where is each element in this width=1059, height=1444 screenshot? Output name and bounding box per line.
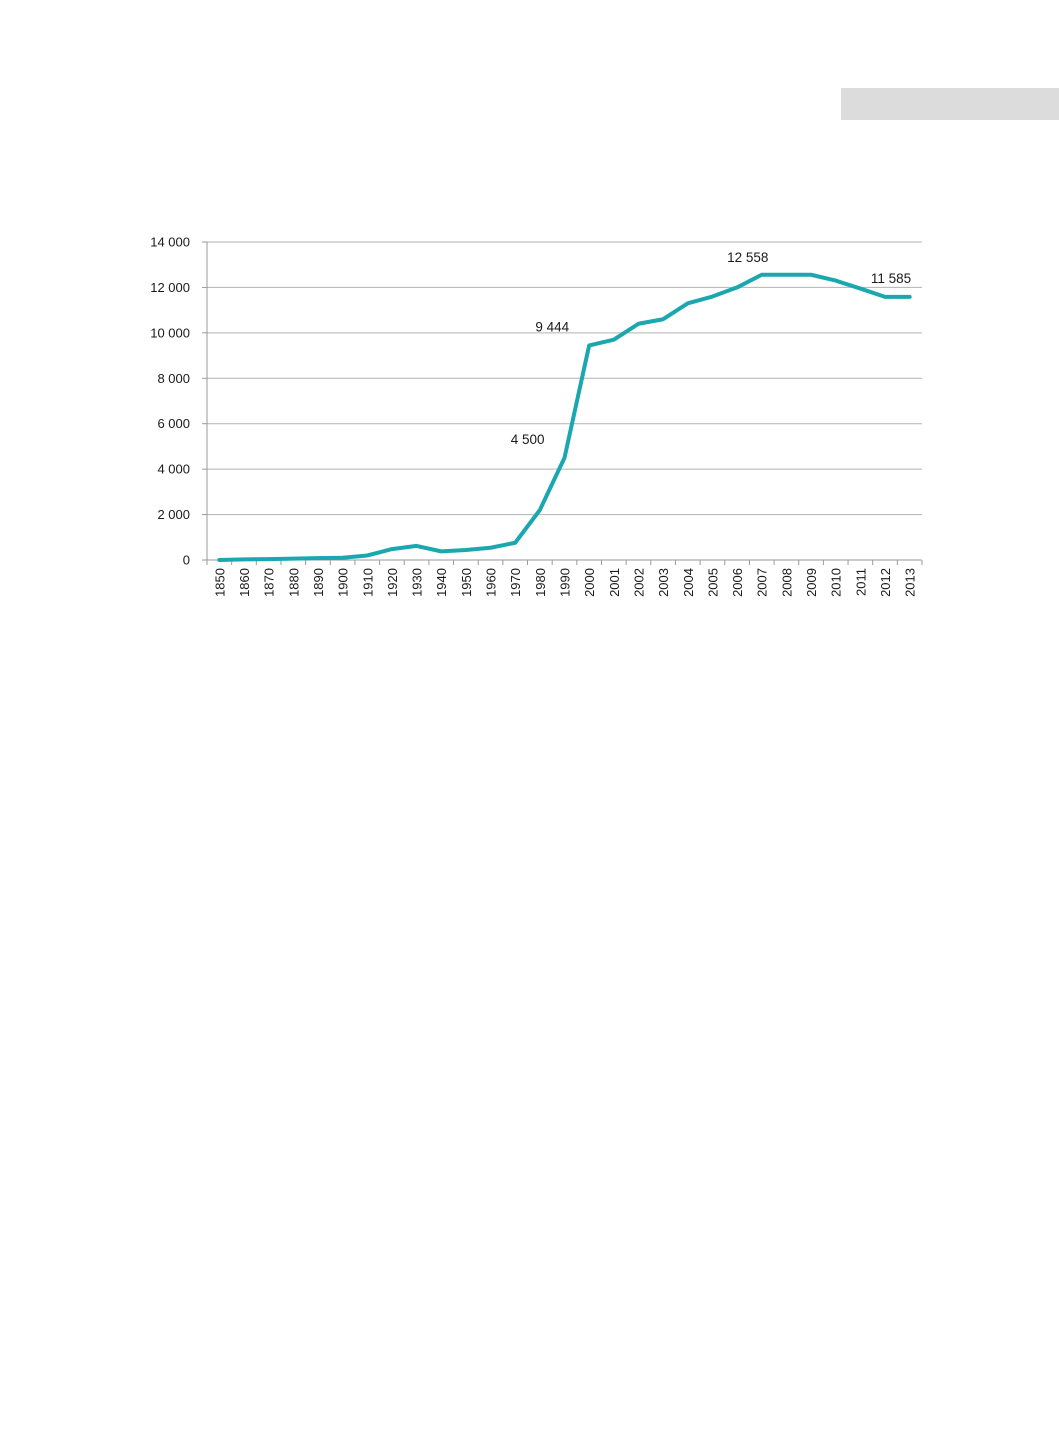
y-tick-label: 6 000 — [157, 416, 190, 431]
x-tick-label: 2007 — [755, 568, 770, 597]
x-tick-label: 2009 — [804, 568, 819, 597]
x-tick-label: 2000 — [582, 568, 597, 597]
x-tick-label: 2004 — [681, 568, 696, 597]
x-tick-label: 1970 — [508, 568, 523, 597]
y-axis-ticks: 0 2 000 4 000 6 000 8 000 10 000 12 000 14 000 — [150, 235, 190, 568]
x-tick-label: 1900 — [336, 568, 351, 597]
data-label: 4 500 — [511, 432, 545, 447]
y-tick-label: 4 000 — [157, 462, 190, 477]
series-group — [217, 272, 912, 562]
data-label: 9 444 — [535, 319, 569, 334]
x-tick-label: 2001 — [607, 568, 622, 597]
x-tick-label: 1920 — [385, 568, 400, 597]
y-tick-label: 0 — [183, 553, 190, 568]
annotations: 4 500 9 444 12 558 11 585 — [511, 250, 911, 447]
data-label: 11 585 — [871, 271, 911, 286]
axes — [202, 241, 923, 565]
x-tick-label: 1860 — [237, 568, 252, 597]
y-tick-label: 12 000 — [150, 280, 190, 295]
x-axis-ticks: 1850 1860 1870 1880 1890 1900 1910 1920 1930 1940… — [212, 568, 917, 597]
y-tick-label: 10 000 — [150, 325, 190, 340]
gridlines — [207, 241, 922, 516]
x-tick-label: 1980 — [533, 568, 548, 597]
x-tick-label: 2010 — [829, 568, 844, 597]
x-tick-label: 1890 — [311, 568, 326, 597]
x-tick-label: 2013 — [903, 568, 918, 597]
corner-tab — [841, 88, 1059, 120]
x-tick-label: 1850 — [212, 568, 227, 597]
y-tick-label: 8 000 — [157, 371, 190, 386]
x-tick-label: 1990 — [558, 568, 573, 597]
x-tick-label: 2012 — [878, 568, 893, 597]
x-tick-label: 2003 — [656, 568, 671, 597]
x-tick-label: 2005 — [705, 568, 720, 597]
y-tick-label: 2 000 — [157, 507, 190, 522]
x-tick-label: 1950 — [459, 568, 474, 597]
x-tick-label: 1910 — [360, 568, 375, 597]
x-tick-label: 2006 — [730, 568, 745, 597]
x-tick-label: 2002 — [631, 568, 646, 597]
x-tick-label: 1940 — [434, 568, 449, 597]
y-tick-label: 14 000 — [150, 235, 190, 250]
x-tick-label: 2008 — [779, 568, 794, 597]
series-line — [217, 272, 912, 562]
x-tick-label: 1870 — [262, 568, 277, 597]
x-tick-label: 2011 — [853, 568, 868, 596]
x-tick-label: 1960 — [484, 568, 499, 597]
x-tick-label: 1880 — [286, 568, 301, 597]
data-label: 12 558 — [727, 250, 768, 265]
x-tick-label: 1930 — [410, 568, 425, 597]
